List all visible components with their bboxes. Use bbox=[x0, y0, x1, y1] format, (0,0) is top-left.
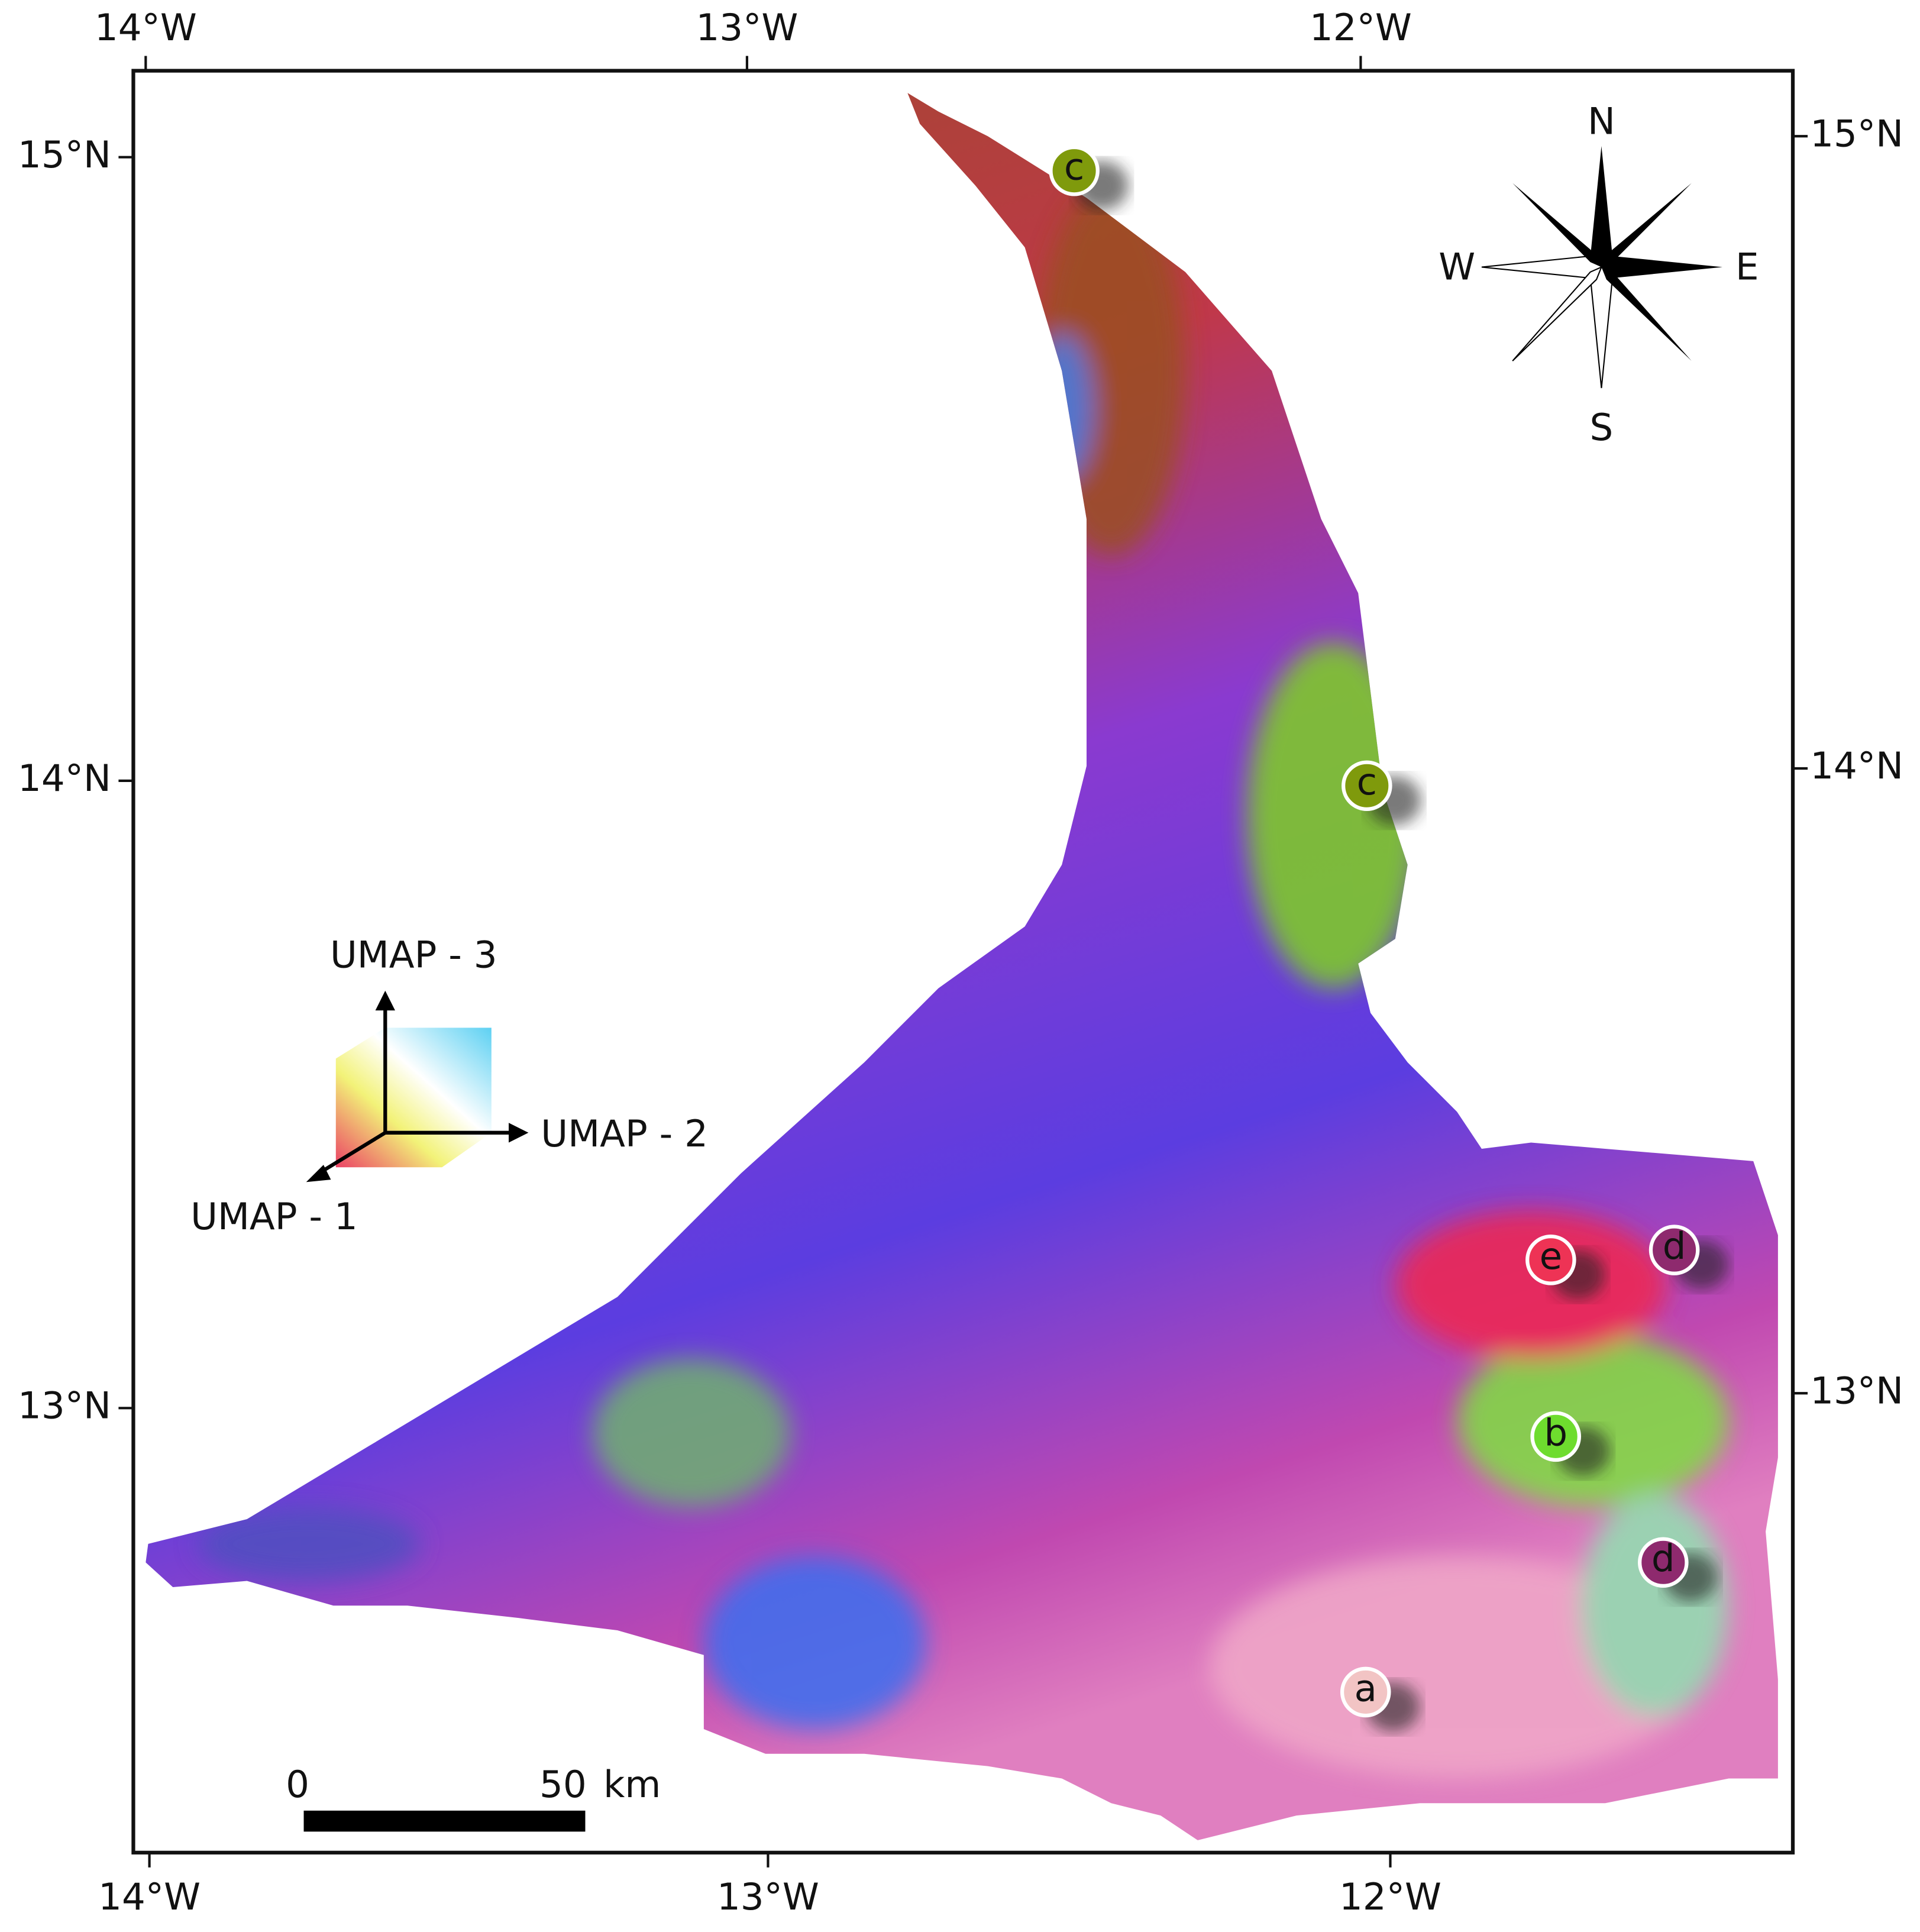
y-tick-label: 14°N bbox=[18, 757, 111, 800]
site-label: b bbox=[1544, 1411, 1567, 1454]
site-marker bbox=[1342, 760, 1392, 812]
site-label: e bbox=[1540, 1235, 1563, 1278]
site-marker bbox=[1649, 1225, 1700, 1275]
x-tick-label: 12°W bbox=[1310, 6, 1412, 49]
site-label: d bbox=[1651, 1537, 1675, 1580]
x-tick-label: 13°W bbox=[696, 6, 798, 49]
y-tick-label: 13°N bbox=[1810, 1369, 1903, 1412]
site-marker bbox=[1530, 1411, 1581, 1462]
compass-label: S bbox=[1590, 406, 1614, 449]
legend-label: UMAP - 3 bbox=[330, 933, 497, 976]
y-tick-label: 14°N bbox=[1810, 744, 1903, 787]
x-tick-label: 12°W bbox=[1339, 1875, 1441, 1918]
y-tick-label: 15°N bbox=[1810, 112, 1903, 155]
site-label: d bbox=[1663, 1225, 1686, 1268]
site-label: c bbox=[1064, 146, 1084, 189]
axis-labels: 14°W 13°W 12°W 14°W 13°W 12°W 15°N 14°N 13°N 15°N… bbox=[18, 6, 1903, 1918]
site-marker bbox=[1340, 1666, 1391, 1718]
y-tick-label: 13°N bbox=[18, 1384, 111, 1427]
scale-bar: 0 50 km bbox=[286, 1763, 661, 1832]
site-markers: c c e d b d a bbox=[1049, 145, 1729, 1732]
x-tick-label: 14°W bbox=[98, 1875, 201, 1918]
color-legend: UMAP - 3 UMAP - 2 UMAP - 1 bbox=[190, 933, 708, 1238]
scale-label: 0 bbox=[286, 1763, 309, 1806]
x-tick-label: 13°W bbox=[717, 1875, 819, 1918]
site-marker bbox=[1525, 1235, 1576, 1285]
site-label: c bbox=[1357, 760, 1377, 803]
compass-rose bbox=[1481, 146, 1723, 389]
compass-label: N bbox=[1588, 99, 1615, 143]
site-marker bbox=[1049, 145, 1100, 196]
compass-label: W bbox=[1439, 245, 1475, 289]
scale-label: 50 bbox=[539, 1763, 587, 1806]
compass-label: E bbox=[1735, 245, 1759, 289]
x-tick-label: 14°W bbox=[95, 6, 197, 49]
site-label: a bbox=[1355, 1666, 1377, 1710]
legend-label: UMAP - 1 bbox=[190, 1195, 358, 1238]
scale-unit: km bbox=[603, 1763, 661, 1806]
compass-labels: N S W E bbox=[1439, 99, 1759, 449]
y-tick-label: 15°N bbox=[18, 133, 111, 176]
site-marker bbox=[1638, 1537, 1689, 1588]
legend-label: UMAP - 2 bbox=[541, 1112, 708, 1155]
